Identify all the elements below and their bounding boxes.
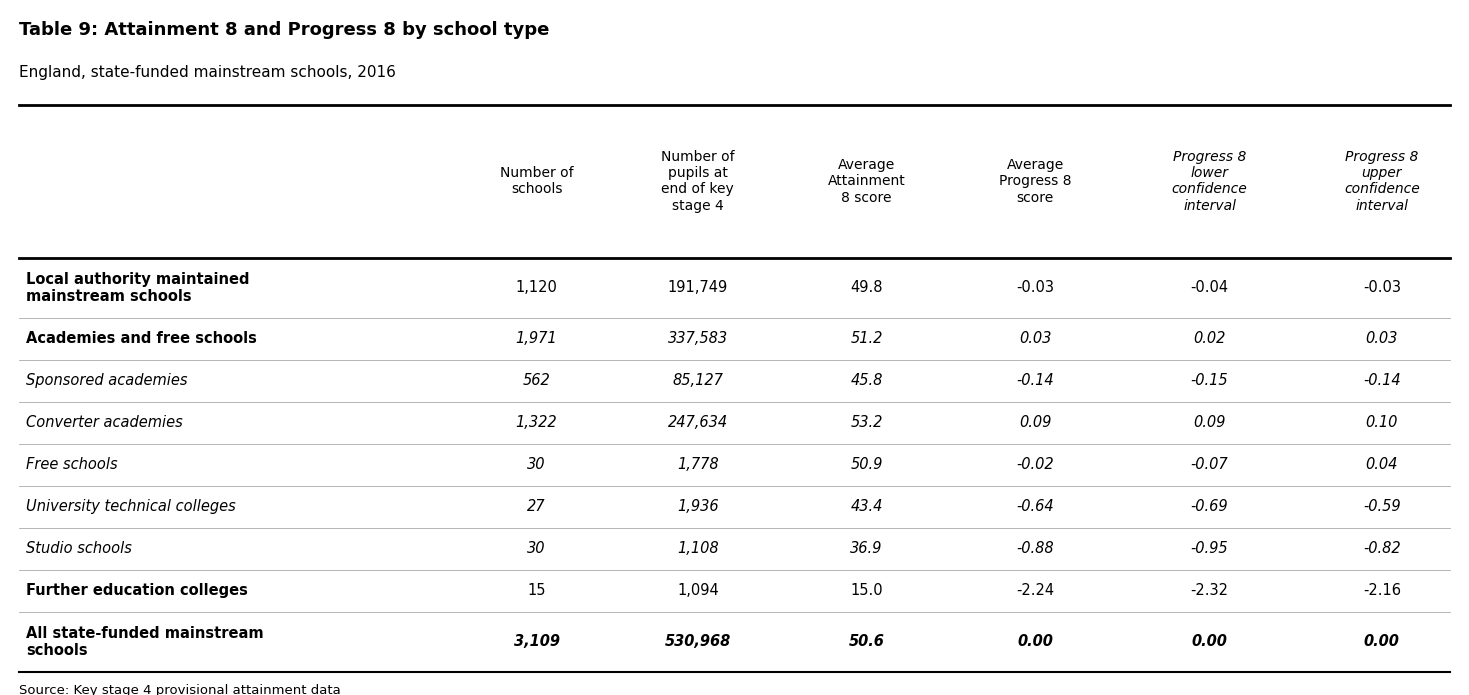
Text: 51.2: 51.2 <box>851 332 883 346</box>
Text: Studio schools: Studio schools <box>26 541 132 556</box>
Text: Academies and free schools: Academies and free schools <box>26 332 257 346</box>
Text: England, state-funded mainstream schools, 2016: England, state-funded mainstream schools… <box>19 65 395 80</box>
Text: 30: 30 <box>527 457 546 473</box>
Text: -0.69: -0.69 <box>1191 499 1228 514</box>
Text: -0.95: -0.95 <box>1191 541 1228 556</box>
Text: -2.24: -2.24 <box>1017 583 1055 598</box>
Text: Table 9: Attainment 8 and Progress 8 by school type: Table 9: Attainment 8 and Progress 8 by … <box>19 22 549 40</box>
Text: 0.04: 0.04 <box>1366 457 1398 473</box>
Text: -0.59: -0.59 <box>1363 499 1400 514</box>
Text: -0.07: -0.07 <box>1191 457 1228 473</box>
Text: 53.2: 53.2 <box>851 416 883 430</box>
Text: -0.03: -0.03 <box>1017 280 1055 295</box>
Text: Average
Progress 8
score: Average Progress 8 score <box>999 158 1071 204</box>
Text: 337,583: 337,583 <box>668 332 729 346</box>
Text: -2.16: -2.16 <box>1363 583 1401 598</box>
Text: Source: Key stage 4 provisional attainment data: Source: Key stage 4 provisional attainme… <box>19 684 341 695</box>
Text: 30: 30 <box>527 541 546 556</box>
Text: -0.15: -0.15 <box>1191 373 1228 389</box>
Text: 0.00: 0.00 <box>1363 635 1400 649</box>
Text: 530,968: 530,968 <box>664 635 732 649</box>
Text: 0.02: 0.02 <box>1193 332 1225 346</box>
Text: 0.03: 0.03 <box>1366 332 1398 346</box>
Text: University technical colleges: University technical colleges <box>26 499 237 514</box>
Text: 45.8: 45.8 <box>851 373 883 389</box>
Text: -0.82: -0.82 <box>1363 541 1400 556</box>
Text: 247,634: 247,634 <box>668 416 729 430</box>
Text: Progress 8
lower
confidence
interval: Progress 8 lower confidence interval <box>1172 150 1247 213</box>
Text: 36.9: 36.9 <box>851 541 883 556</box>
Text: 1,094: 1,094 <box>677 583 718 598</box>
Text: 15: 15 <box>527 583 546 598</box>
Text: 1,971: 1,971 <box>516 332 557 346</box>
Text: Number of
pupils at
end of key
stage 4: Number of pupils at end of key stage 4 <box>661 150 734 213</box>
Text: Converter academies: Converter academies <box>26 416 184 430</box>
Text: 0.00: 0.00 <box>1191 635 1228 649</box>
Text: All state-funded mainstream
schools: All state-funded mainstream schools <box>26 626 264 658</box>
Text: 1,108: 1,108 <box>677 541 718 556</box>
Text: Progress 8
upper
confidence
interval: Progress 8 upper confidence interval <box>1344 150 1419 213</box>
Text: Average
Attainment
8 score: Average Attainment 8 score <box>827 158 905 204</box>
Text: -2.32: -2.32 <box>1190 583 1228 598</box>
Text: Free schools: Free schools <box>26 457 118 473</box>
Text: 49.8: 49.8 <box>851 280 883 295</box>
Text: 3,109: 3,109 <box>514 635 560 649</box>
Text: 85,127: 85,127 <box>673 373 723 389</box>
Text: 27: 27 <box>527 499 546 514</box>
Text: 0.09: 0.09 <box>1193 416 1225 430</box>
Text: 1,120: 1,120 <box>516 280 558 295</box>
Text: -0.14: -0.14 <box>1363 373 1400 389</box>
Text: 50.6: 50.6 <box>849 635 884 649</box>
Text: Number of
schools: Number of schools <box>499 166 573 197</box>
Text: 0.10: 0.10 <box>1366 416 1398 430</box>
Text: 1,936: 1,936 <box>677 499 718 514</box>
Text: 50.9: 50.9 <box>851 457 883 473</box>
Text: -0.03: -0.03 <box>1363 280 1401 295</box>
Text: Sponsored academies: Sponsored academies <box>26 373 188 389</box>
Text: 1,778: 1,778 <box>677 457 718 473</box>
Text: Local authority maintained
mainstream schools: Local authority maintained mainstream sc… <box>26 272 250 304</box>
Text: -0.64: -0.64 <box>1017 499 1053 514</box>
Text: -0.88: -0.88 <box>1017 541 1053 556</box>
Text: 0.00: 0.00 <box>1017 635 1053 649</box>
Text: 191,749: 191,749 <box>668 280 729 295</box>
Text: -0.14: -0.14 <box>1017 373 1053 389</box>
Text: Further education colleges: Further education colleges <box>26 583 248 598</box>
Text: -0.04: -0.04 <box>1190 280 1228 295</box>
Text: 562: 562 <box>523 373 551 389</box>
Text: -0.02: -0.02 <box>1017 457 1053 473</box>
Text: 43.4: 43.4 <box>851 499 883 514</box>
Text: 15.0: 15.0 <box>851 583 883 598</box>
Text: 1,322: 1,322 <box>516 416 557 430</box>
Text: 0.09: 0.09 <box>1019 416 1052 430</box>
Text: 0.03: 0.03 <box>1019 332 1052 346</box>
